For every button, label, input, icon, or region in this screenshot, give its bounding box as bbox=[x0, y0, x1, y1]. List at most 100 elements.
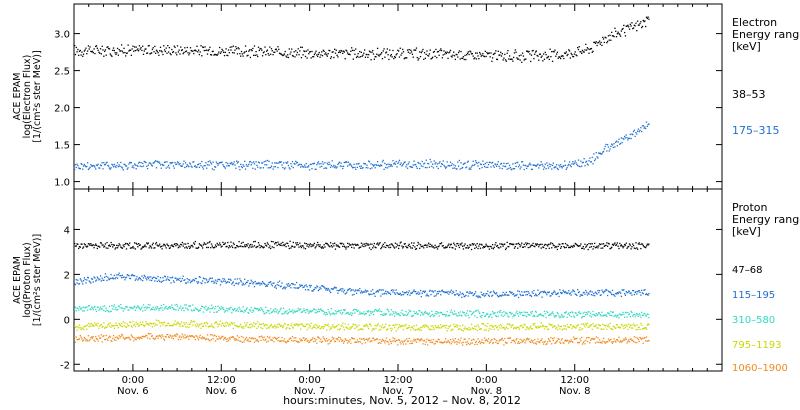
data-point bbox=[74, 245, 77, 247]
data-point bbox=[528, 328, 530, 330]
data-point bbox=[516, 337, 518, 340]
data-point bbox=[450, 343, 452, 345]
data-point bbox=[323, 326, 325, 328]
data-point bbox=[326, 289, 329, 291]
data-point bbox=[254, 280, 256, 283]
data-point bbox=[382, 50, 384, 52]
data-point bbox=[248, 285, 250, 287]
data-point bbox=[177, 309, 179, 311]
data-point bbox=[197, 281, 200, 283]
data-point bbox=[363, 313, 366, 316]
data-point bbox=[513, 52, 516, 54]
data-point bbox=[125, 165, 127, 167]
data-point bbox=[367, 56, 369, 58]
data-point bbox=[407, 244, 410, 247]
data-point bbox=[90, 164, 92, 166]
data-point bbox=[413, 338, 415, 340]
data-point bbox=[559, 328, 561, 330]
data-point bbox=[611, 328, 614, 331]
data-point bbox=[92, 51, 94, 54]
data-point bbox=[565, 168, 567, 170]
data-point bbox=[536, 243, 538, 245]
data-point bbox=[137, 162, 140, 164]
data-point bbox=[359, 328, 361, 331]
data-point bbox=[596, 156, 598, 158]
data-point bbox=[444, 167, 447, 169]
data-point bbox=[144, 244, 146, 246]
data-point bbox=[355, 289, 357, 291]
data-point bbox=[508, 323, 510, 325]
data-point bbox=[179, 325, 181, 327]
data-point bbox=[525, 315, 528, 318]
data-point bbox=[115, 306, 117, 309]
data-point bbox=[312, 245, 314, 247]
data-point bbox=[173, 335, 175, 337]
data-point bbox=[276, 324, 278, 326]
data-point bbox=[310, 163, 312, 166]
data-point bbox=[193, 52, 195, 55]
data-point bbox=[381, 338, 384, 341]
data-point bbox=[247, 165, 249, 167]
data-point bbox=[634, 325, 636, 327]
data-point bbox=[302, 337, 304, 339]
data-point bbox=[355, 292, 358, 295]
data-point bbox=[123, 163, 125, 165]
data-point bbox=[352, 323, 354, 325]
data-point bbox=[251, 162, 253, 164]
data-point bbox=[317, 53, 320, 56]
data-point bbox=[185, 304, 188, 306]
data-point bbox=[290, 337, 292, 339]
data-point bbox=[624, 326, 627, 329]
data-point bbox=[164, 336, 167, 338]
data-point bbox=[541, 55, 543, 57]
data-point bbox=[174, 304, 176, 306]
data-point bbox=[561, 292, 563, 294]
data-point bbox=[427, 313, 429, 315]
data-point bbox=[227, 247, 230, 249]
data-point bbox=[508, 316, 510, 318]
data-point bbox=[637, 24, 640, 26]
data-point bbox=[120, 276, 123, 279]
data-point bbox=[530, 311, 532, 313]
data-point bbox=[518, 164, 520, 166]
data-point bbox=[478, 295, 480, 297]
data-point bbox=[499, 294, 501, 297]
data-point bbox=[266, 324, 269, 326]
data-point bbox=[135, 278, 137, 280]
data-point bbox=[638, 290, 640, 292]
data-point bbox=[448, 52, 450, 54]
data-point bbox=[423, 291, 426, 294]
data-point bbox=[580, 160, 582, 162]
data-point bbox=[193, 279, 195, 281]
data-point bbox=[408, 309, 410, 311]
data-point bbox=[257, 161, 260, 163]
data-point bbox=[395, 246, 397, 248]
data-point bbox=[521, 324, 523, 326]
data-point bbox=[577, 341, 579, 344]
data-point bbox=[572, 55, 575, 58]
data-point bbox=[310, 57, 312, 59]
data-point bbox=[173, 323, 175, 325]
data-point bbox=[378, 55, 380, 57]
data-point bbox=[346, 311, 349, 314]
data-point bbox=[628, 28, 631, 30]
data-point bbox=[143, 245, 145, 247]
data-point bbox=[324, 246, 326, 248]
data-point bbox=[587, 48, 589, 50]
data-point bbox=[466, 328, 469, 330]
data-point bbox=[605, 244, 607, 247]
data-point bbox=[265, 338, 267, 340]
data-point bbox=[562, 289, 564, 291]
data-point bbox=[503, 310, 505, 313]
data-point bbox=[601, 243, 603, 245]
data-point bbox=[248, 247, 250, 249]
data-point bbox=[605, 37, 607, 39]
data-point bbox=[77, 165, 79, 167]
data-point bbox=[466, 247, 468, 249]
data-point bbox=[316, 54, 318, 56]
data-point bbox=[416, 56, 418, 59]
data-point bbox=[398, 324, 401, 326]
data-point bbox=[328, 289, 330, 291]
data-point bbox=[496, 163, 499, 165]
data-point bbox=[412, 328, 414, 330]
